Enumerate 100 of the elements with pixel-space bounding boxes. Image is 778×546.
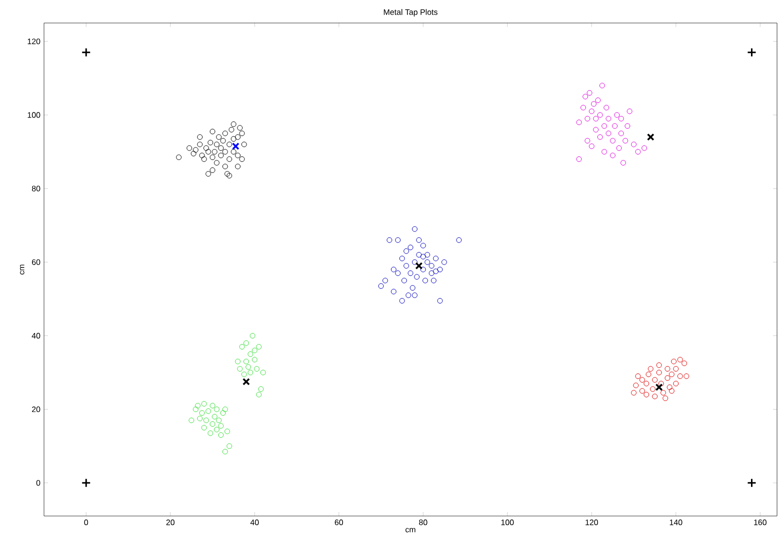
point: [214, 426, 220, 432]
point: [422, 278, 428, 284]
point: [248, 351, 254, 357]
point: [201, 156, 207, 162]
point: [597, 134, 603, 140]
point: [226, 172, 232, 178]
point: [433, 256, 439, 262]
point: [222, 130, 228, 136]
point: [416, 252, 422, 258]
point: [256, 344, 262, 350]
point: [626, 108, 632, 114]
point: [235, 358, 241, 364]
point: [241, 372, 247, 378]
point: [201, 401, 207, 407]
point: [595, 98, 601, 104]
point: [222, 406, 228, 412]
point: [222, 448, 228, 454]
point: [222, 149, 228, 155]
point: [230, 136, 236, 142]
point: [404, 263, 410, 269]
point: [591, 101, 597, 107]
point: [226, 443, 232, 449]
point: [656, 370, 662, 376]
point: [420, 242, 426, 248]
point: [216, 418, 222, 424]
point: [671, 358, 677, 364]
point: [230, 121, 236, 127]
point: [610, 152, 616, 158]
point: [237, 125, 243, 131]
point: [395, 237, 401, 243]
point: [433, 268, 439, 274]
point: [666, 384, 672, 390]
point: [220, 410, 226, 416]
point: [254, 366, 260, 372]
point: [81, 48, 91, 58]
point: [258, 386, 264, 392]
point: [188, 418, 194, 424]
point: [406, 292, 412, 298]
point: [206, 408, 212, 414]
point: [631, 142, 637, 148]
point: [604, 104, 610, 110]
point: [430, 278, 436, 284]
point: [214, 160, 220, 166]
point: [395, 270, 401, 276]
point: [644, 392, 650, 398]
point: [658, 380, 664, 386]
point: [195, 402, 201, 408]
point: [243, 340, 249, 346]
point: [81, 478, 91, 488]
point: [412, 292, 418, 298]
point: [576, 156, 582, 162]
point: [584, 138, 590, 144]
point: [224, 171, 230, 177]
point: [242, 378, 250, 386]
point: [197, 134, 203, 140]
point: [582, 94, 588, 100]
point: [243, 358, 249, 364]
point: [232, 142, 240, 150]
point: [424, 259, 430, 265]
point: [248, 370, 254, 376]
point: [656, 362, 662, 368]
point: [235, 134, 241, 140]
point: [624, 123, 630, 129]
point: [602, 123, 608, 129]
point: [192, 406, 198, 412]
point: [648, 366, 654, 372]
point: [428, 263, 434, 269]
point: [212, 414, 218, 420]
point: [210, 128, 216, 134]
point: [650, 386, 656, 392]
point: [401, 278, 407, 284]
point: [226, 142, 232, 148]
point: [746, 48, 756, 58]
point: [644, 380, 650, 386]
point: [206, 149, 212, 155]
point: [597, 112, 603, 118]
point: [652, 394, 658, 400]
point: [222, 164, 228, 170]
point: [662, 396, 668, 402]
point: [586, 90, 592, 96]
point: [576, 120, 582, 126]
point: [235, 152, 241, 158]
point: [203, 418, 209, 424]
point: [408, 244, 414, 250]
point: [612, 123, 618, 129]
point: [224, 428, 230, 434]
point: [199, 410, 205, 416]
point: [201, 424, 207, 430]
point: [386, 237, 392, 243]
point: [441, 259, 447, 265]
point: [660, 390, 666, 396]
point: [197, 416, 203, 422]
point: [599, 82, 605, 88]
point: [639, 388, 645, 394]
point: [610, 138, 616, 144]
point: [456, 237, 462, 243]
point: [428, 270, 434, 276]
point: [230, 149, 236, 155]
point: [210, 421, 216, 427]
point: [237, 366, 243, 372]
